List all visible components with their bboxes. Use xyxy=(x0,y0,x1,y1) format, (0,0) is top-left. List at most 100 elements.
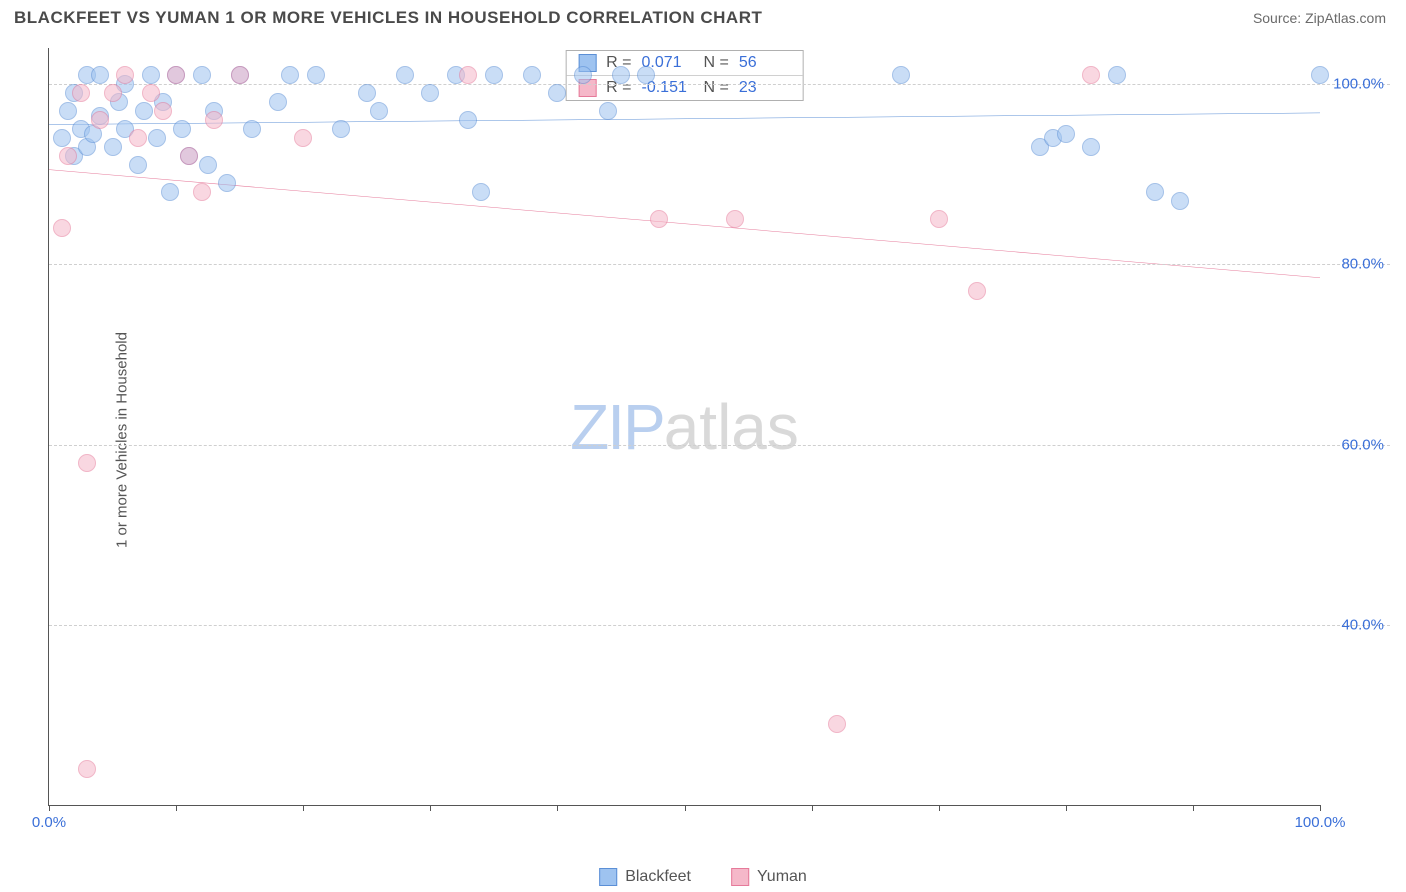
data-point xyxy=(421,84,439,102)
trend-line xyxy=(49,170,1320,278)
data-point xyxy=(91,66,109,84)
chart-title: BLACKFEET VS YUMAN 1 OR MORE VEHICLES IN… xyxy=(14,8,762,28)
y-tick-label: 100.0% xyxy=(1333,76,1384,93)
data-point xyxy=(218,174,236,192)
x-tick xyxy=(1320,805,1321,811)
x-tick xyxy=(1066,805,1067,811)
data-point xyxy=(91,111,109,129)
data-point xyxy=(1311,66,1329,84)
data-point xyxy=(523,66,541,84)
data-point xyxy=(332,120,350,138)
data-point xyxy=(154,102,172,120)
n-value: 23 xyxy=(739,79,791,97)
gridline-h xyxy=(49,625,1390,626)
data-point xyxy=(281,66,299,84)
watermark-part1: ZIP xyxy=(570,391,664,463)
x-tick xyxy=(49,805,50,811)
legend-item: Blackfeet xyxy=(599,868,691,886)
data-point xyxy=(53,129,71,147)
data-point xyxy=(243,120,261,138)
y-tick-label: 40.0% xyxy=(1341,616,1384,633)
data-point xyxy=(459,111,477,129)
data-point xyxy=(968,282,986,300)
data-point xyxy=(161,183,179,201)
data-point xyxy=(193,66,211,84)
data-point xyxy=(199,156,217,174)
data-point xyxy=(892,66,910,84)
data-point xyxy=(637,66,655,84)
data-point xyxy=(1082,66,1100,84)
data-point xyxy=(72,84,90,102)
data-point xyxy=(459,66,477,84)
data-point xyxy=(726,210,744,228)
data-point xyxy=(142,66,160,84)
x-tick-label: 0.0% xyxy=(32,814,66,831)
stats-row: R =-0.151N =23 xyxy=(566,75,803,100)
data-point xyxy=(1082,138,1100,156)
trend-lines xyxy=(49,48,1320,805)
data-point xyxy=(1146,183,1164,201)
data-point xyxy=(930,210,948,228)
data-point xyxy=(148,129,166,147)
x-tick xyxy=(812,805,813,811)
watermark-part2: atlas xyxy=(664,391,799,463)
data-point xyxy=(53,219,71,237)
x-tick xyxy=(176,805,177,811)
data-point xyxy=(59,102,77,120)
chart-area: 1 or more Vehicles in Household ZIPatlas… xyxy=(48,48,1390,832)
x-tick-label: 100.0% xyxy=(1295,814,1346,831)
data-point xyxy=(294,129,312,147)
data-point xyxy=(129,156,147,174)
y-tick-label: 80.0% xyxy=(1341,256,1384,273)
stats-row: R =0.071N =56 xyxy=(566,51,803,75)
data-point xyxy=(358,84,376,102)
data-point xyxy=(78,760,96,778)
gridline-h xyxy=(49,84,1390,85)
data-point xyxy=(129,129,147,147)
data-point xyxy=(828,715,846,733)
data-point xyxy=(650,210,668,228)
data-point xyxy=(396,66,414,84)
x-tick xyxy=(430,805,431,811)
x-tick xyxy=(557,805,558,811)
legend-item: Yuman xyxy=(731,868,807,886)
watermark: ZIPatlas xyxy=(570,390,799,464)
source-attribution: Source: ZipAtlas.com xyxy=(1253,10,1386,26)
data-point xyxy=(167,66,185,84)
plot-region: ZIPatlas R =0.071N =56R =-0.151N =23 40.… xyxy=(48,48,1320,806)
data-point xyxy=(193,183,211,201)
legend-label: Yuman xyxy=(757,868,807,886)
x-tick xyxy=(1193,805,1194,811)
data-point xyxy=(173,120,191,138)
data-point xyxy=(180,147,198,165)
n-label: N = xyxy=(704,79,729,97)
data-point xyxy=(599,102,617,120)
data-point xyxy=(78,454,96,472)
data-point xyxy=(472,183,490,201)
n-value: 56 xyxy=(739,54,791,72)
gridline-h xyxy=(49,445,1390,446)
legend: Blackfeet Yuman xyxy=(599,868,807,886)
gridline-h xyxy=(49,264,1390,265)
n-label: N = xyxy=(704,54,729,72)
legend-swatch xyxy=(731,868,749,886)
data-point xyxy=(485,66,503,84)
legend-label: Blackfeet xyxy=(625,868,691,886)
data-point xyxy=(370,102,388,120)
data-point xyxy=(59,147,77,165)
data-point xyxy=(135,102,153,120)
x-tick xyxy=(939,805,940,811)
x-tick xyxy=(303,805,304,811)
data-point xyxy=(548,84,566,102)
data-point xyxy=(612,66,630,84)
data-point xyxy=(1171,192,1189,210)
data-point xyxy=(231,66,249,84)
data-point xyxy=(574,66,592,84)
data-point xyxy=(307,66,325,84)
data-point xyxy=(104,84,122,102)
y-tick-label: 60.0% xyxy=(1341,436,1384,453)
data-point xyxy=(142,84,160,102)
data-point xyxy=(269,93,287,111)
data-point xyxy=(104,138,122,156)
data-point xyxy=(1108,66,1126,84)
